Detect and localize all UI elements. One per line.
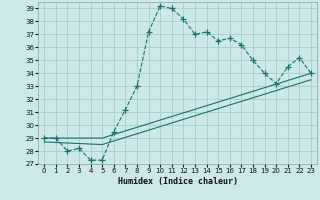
X-axis label: Humidex (Indice chaleur): Humidex (Indice chaleur) (118, 177, 238, 186)
